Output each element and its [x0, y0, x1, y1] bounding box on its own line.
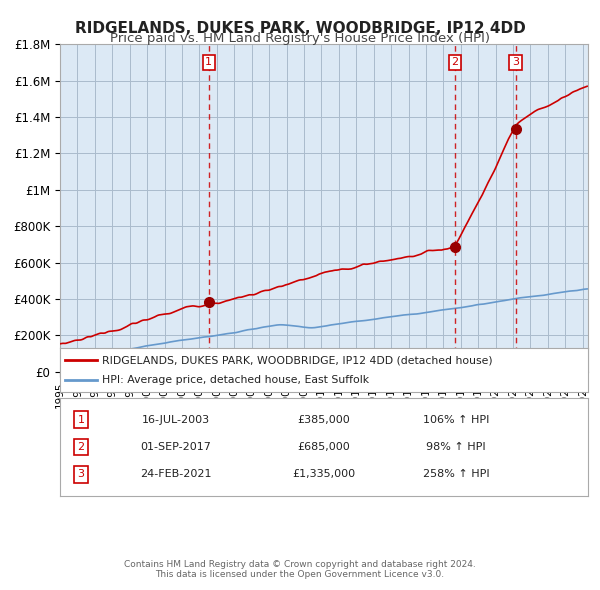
- Text: RIDGELANDS, DUKES PARK, WOODBRIDGE, IP12 4DD: RIDGELANDS, DUKES PARK, WOODBRIDGE, IP12…: [74, 21, 526, 35]
- Text: 16-JUL-2003: 16-JUL-2003: [142, 415, 210, 425]
- Text: 258% ↑ HPI: 258% ↑ HPI: [422, 469, 490, 479]
- Text: 2: 2: [77, 442, 85, 452]
- Text: £685,000: £685,000: [298, 442, 350, 452]
- Text: 01-SEP-2017: 01-SEP-2017: [141, 442, 212, 452]
- Text: RIDGELANDS, DUKES PARK, WOODBRIDGE, IP12 4DD (detached house): RIDGELANDS, DUKES PARK, WOODBRIDGE, IP12…: [102, 356, 493, 365]
- Text: 3: 3: [77, 469, 85, 479]
- Text: 3: 3: [512, 57, 519, 67]
- Text: Contains HM Land Registry data © Crown copyright and database right 2024.
This d: Contains HM Land Registry data © Crown c…: [124, 560, 476, 579]
- Text: 1: 1: [205, 57, 212, 67]
- Text: 1: 1: [77, 415, 85, 425]
- Text: £385,000: £385,000: [298, 415, 350, 425]
- Text: Price paid vs. HM Land Registry's House Price Index (HPI): Price paid vs. HM Land Registry's House …: [110, 32, 490, 45]
- Text: HPI: Average price, detached house, East Suffolk: HPI: Average price, detached house, East…: [102, 375, 370, 385]
- Text: 2: 2: [451, 57, 458, 67]
- Text: 98% ↑ HPI: 98% ↑ HPI: [426, 442, 486, 452]
- Text: £1,335,000: £1,335,000: [292, 469, 356, 479]
- Text: 106% ↑ HPI: 106% ↑ HPI: [423, 415, 489, 425]
- Text: 24-FEB-2021: 24-FEB-2021: [140, 469, 212, 479]
